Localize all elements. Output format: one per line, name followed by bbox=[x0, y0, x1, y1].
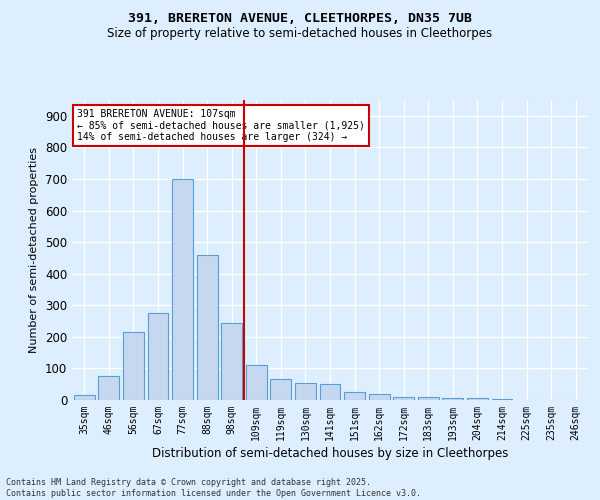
Bar bbox=[320, 384, 340, 400]
Bar bbox=[246, 366, 267, 400]
Bar bbox=[368, 394, 389, 400]
Text: 391, BRERETON AVENUE, CLEETHORPES, DN35 7UB: 391, BRERETON AVENUE, CLEETHORPES, DN35 … bbox=[128, 12, 472, 26]
Bar bbox=[172, 179, 193, 400]
Bar bbox=[271, 380, 292, 400]
Bar bbox=[393, 397, 414, 400]
Bar bbox=[148, 313, 169, 400]
Bar bbox=[123, 332, 144, 400]
Bar bbox=[98, 376, 119, 400]
Text: Contains HM Land Registry data © Crown copyright and database right 2025.
Contai: Contains HM Land Registry data © Crown c… bbox=[6, 478, 421, 498]
Y-axis label: Number of semi-detached properties: Number of semi-detached properties bbox=[29, 147, 40, 353]
Bar bbox=[295, 382, 316, 400]
Bar bbox=[344, 392, 365, 400]
Bar bbox=[221, 322, 242, 400]
Bar bbox=[74, 396, 95, 400]
Text: 391 BRERETON AVENUE: 107sqm
← 85% of semi-detached houses are smaller (1,925)
14: 391 BRERETON AVENUE: 107sqm ← 85% of sem… bbox=[77, 109, 365, 142]
Bar bbox=[442, 398, 463, 400]
Bar bbox=[418, 397, 439, 400]
Bar bbox=[197, 254, 218, 400]
Bar bbox=[467, 398, 488, 400]
X-axis label: Distribution of semi-detached houses by size in Cleethorpes: Distribution of semi-detached houses by … bbox=[152, 447, 508, 460]
Text: Size of property relative to semi-detached houses in Cleethorpes: Size of property relative to semi-detach… bbox=[107, 28, 493, 40]
